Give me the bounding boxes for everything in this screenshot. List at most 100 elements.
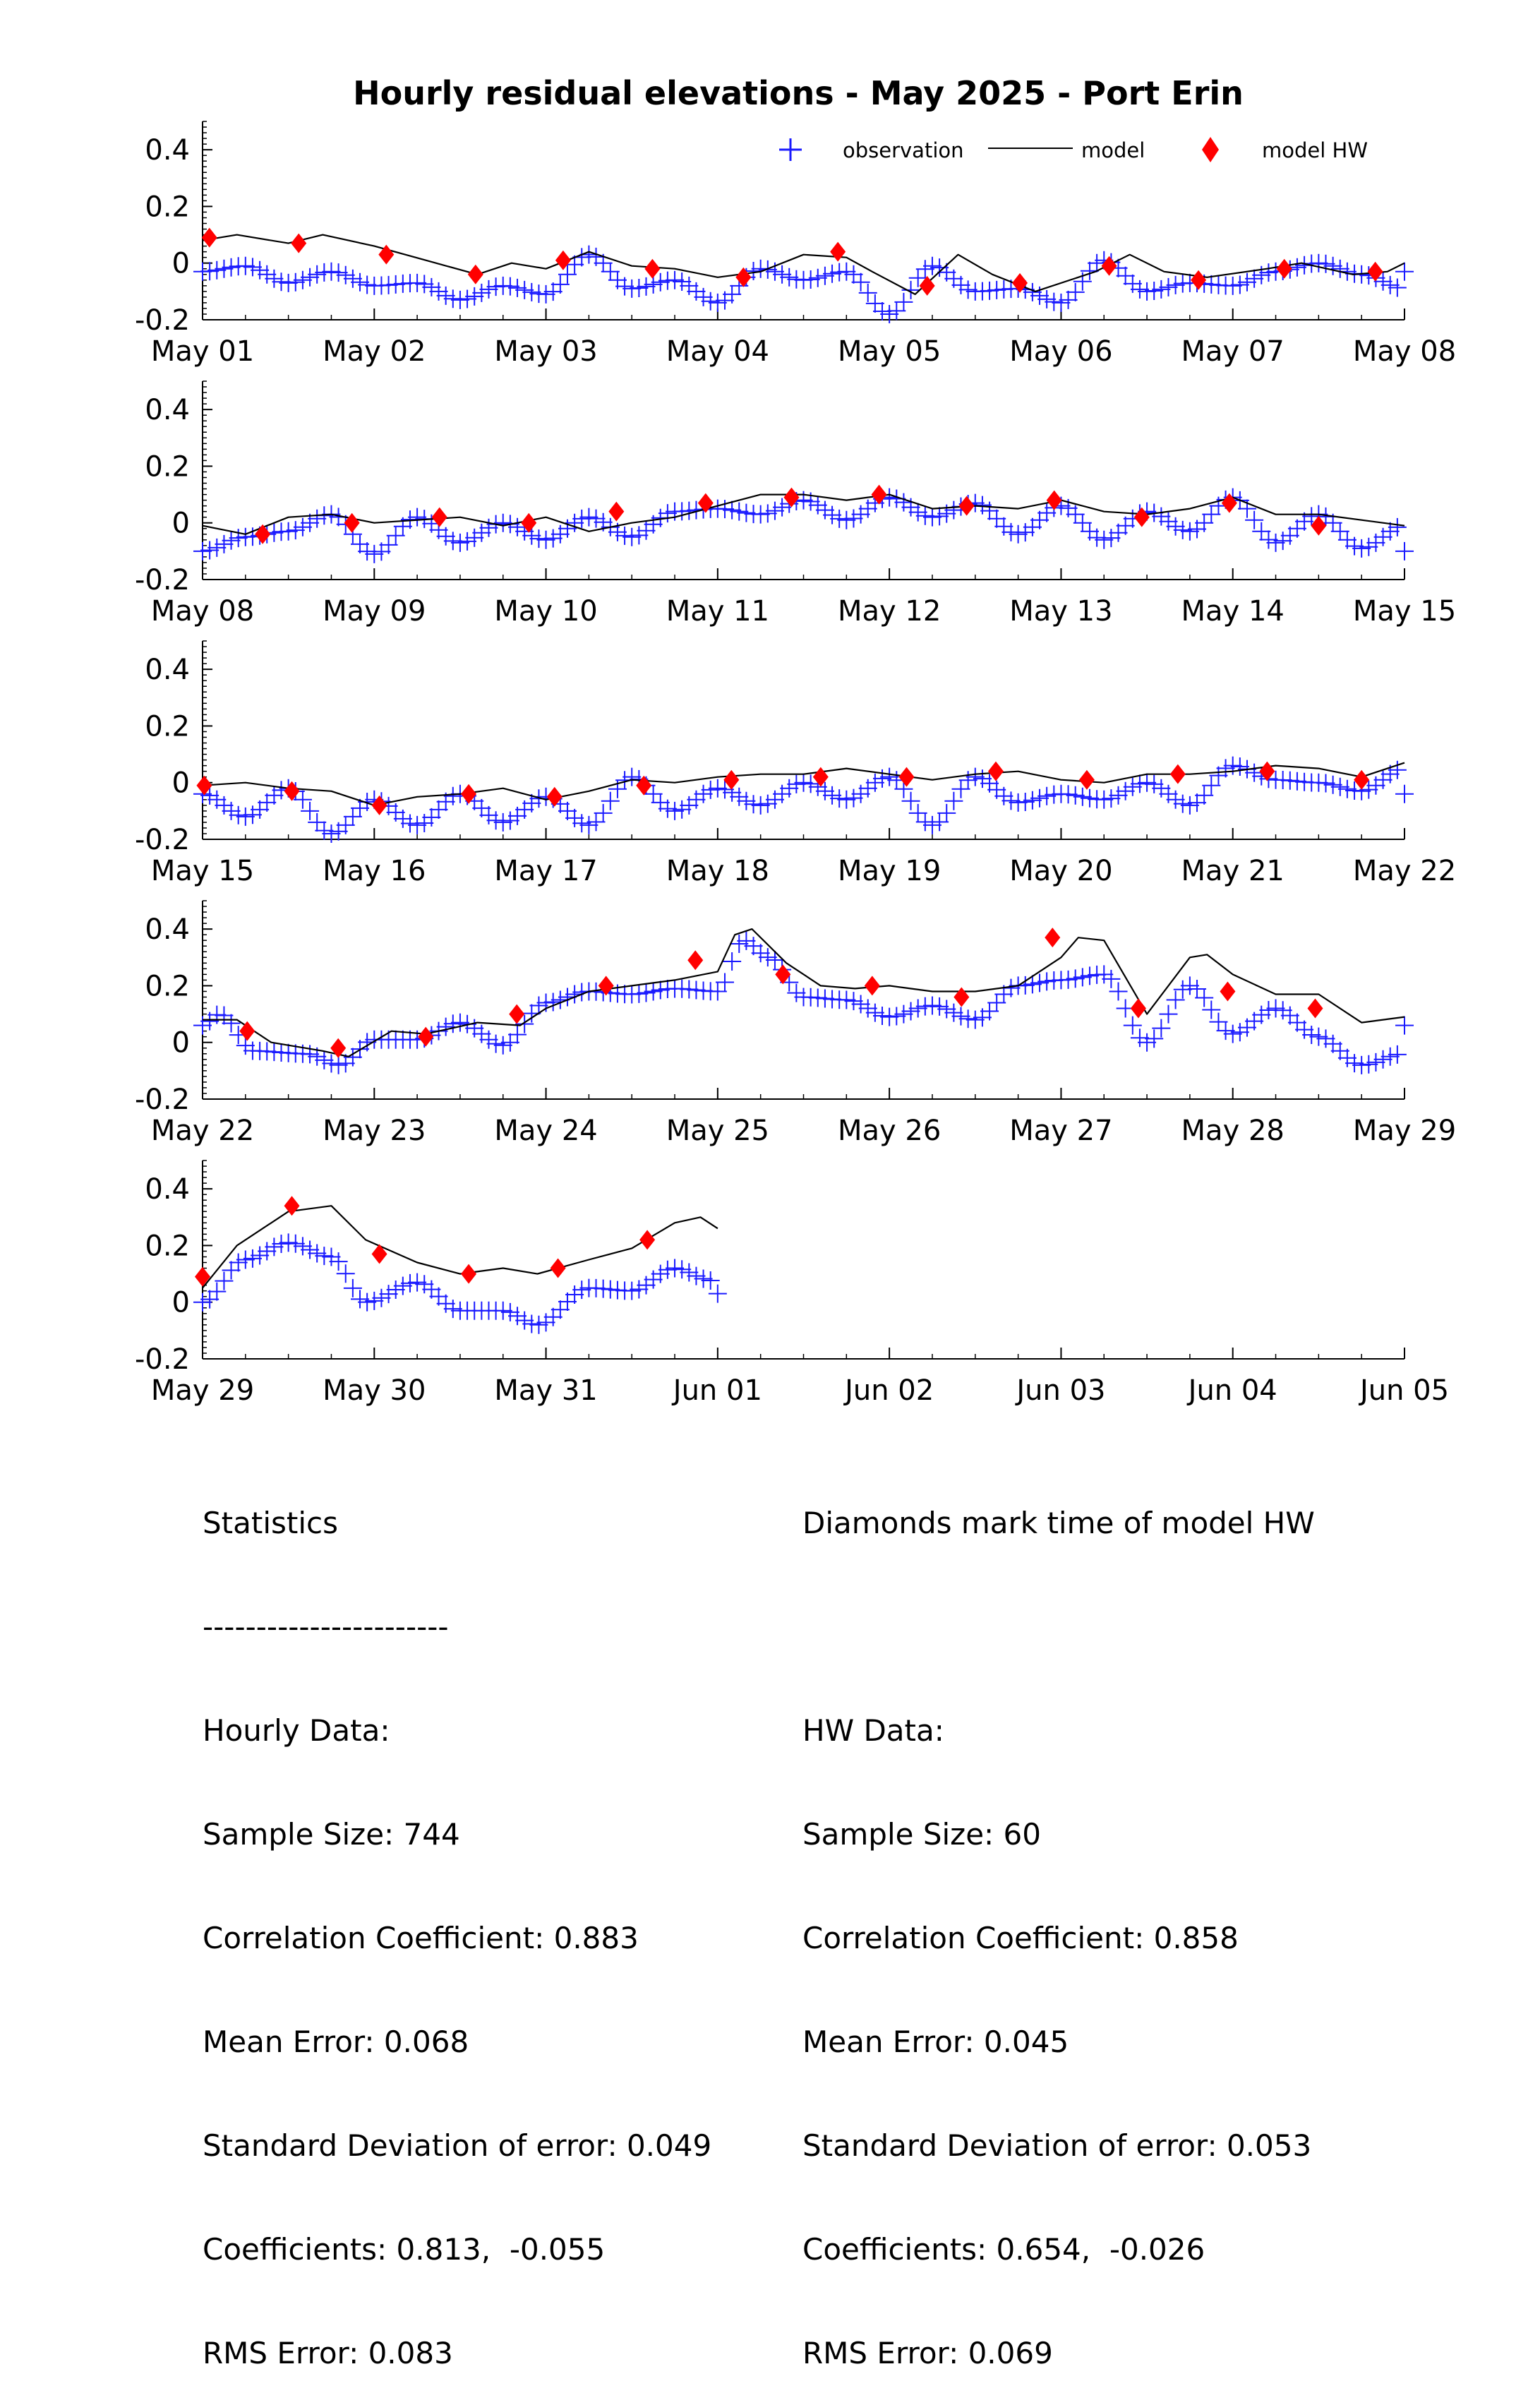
x-tick-label: May 03 [494, 335, 597, 368]
observation-marker [1180, 976, 1199, 995]
observation-marker [1309, 1027, 1328, 1046]
observation-marker [579, 815, 598, 834]
observation-marker [815, 781, 834, 800]
x-tick-label: Jun 01 [671, 1374, 762, 1407]
model-hw-marker [371, 1244, 387, 1264]
observation-marker [572, 814, 591, 833]
observation-marker [1023, 282, 1042, 301]
observation-marker [1152, 507, 1171, 526]
observation-marker [1395, 1016, 1414, 1035]
observation-marker [1323, 775, 1342, 794]
observation-marker [379, 1285, 398, 1304]
observation-marker [1359, 1055, 1378, 1074]
observation-marker [293, 270, 312, 289]
observation-marker [630, 1280, 649, 1299]
model-hw-marker [644, 258, 661, 279]
observation-marker [865, 294, 884, 313]
observation-marker [1259, 530, 1278, 549]
stats-right-section: HW Data: [802, 1713, 944, 1748]
observation-marker [908, 503, 927, 522]
panel-3: -0.2 0 0.2 0.4 May 15 May 16 May 17 May 18 May 1… [135, 640, 1456, 887]
observation-marker [630, 526, 649, 545]
observation-marker [436, 527, 455, 546]
observation-marker [901, 791, 920, 810]
observation-marker [1059, 290, 1078, 309]
observation-marker [215, 1271, 234, 1290]
observation-marker [215, 796, 234, 815]
model-hw-marker [284, 1196, 300, 1216]
observation-marker [1173, 794, 1192, 813]
observation-marker [730, 787, 749, 806]
observation-marker [258, 1242, 277, 1261]
observation-marker [1259, 263, 1278, 282]
model-hw-marker [783, 487, 800, 508]
observation-marker [393, 1276, 412, 1295]
observation-marker [1366, 533, 1385, 552]
observation-marker [1252, 522, 1271, 541]
observation-marker [958, 771, 977, 790]
stats-right-rms: RMS Error: 0.069 [802, 2336, 1053, 2370]
observation-marker [644, 784, 663, 803]
y-tick-label: 0.4 [145, 654, 190, 686]
observation-marker [351, 1290, 370, 1309]
observation-marker [944, 1003, 963, 1022]
observation-marker [301, 1240, 320, 1259]
x-tick-label: May 20 [1009, 855, 1112, 887]
observation-marker [215, 1006, 234, 1025]
observation-marker [708, 982, 727, 1001]
observation-marker [1052, 293, 1071, 312]
observation-marker [1337, 779, 1356, 798]
observation-marker [622, 767, 642, 786]
model-hw-marker [608, 501, 625, 522]
model-hw-marker [812, 767, 829, 787]
x-tick-label: May 31 [494, 1374, 597, 1407]
observation-marker [1230, 1023, 1249, 1042]
observation-marker [558, 801, 577, 820]
observation-marker [265, 269, 284, 288]
observation-marker [1123, 777, 1142, 796]
observation-marker [715, 973, 734, 992]
observation-marker [1195, 988, 1214, 1007]
x-tick-label: May 29 [151, 1374, 254, 1407]
observation-marker [1330, 522, 1349, 541]
observation-marker [758, 794, 777, 813]
model-hw-marker [330, 1038, 347, 1058]
observation-series [193, 245, 1414, 323]
observation-marker [1216, 1021, 1235, 1040]
observation-marker [386, 526, 405, 545]
observation-marker [436, 1294, 455, 1313]
observation-marker [572, 1281, 591, 1300]
model-hw-marker [1307, 998, 1323, 1019]
model-hw-marker [1367, 261, 1383, 282]
observation-marker [536, 284, 555, 304]
model-hw-marker [1354, 769, 1370, 790]
observation-marker [758, 504, 777, 523]
observation-marker [687, 980, 706, 1000]
observation-marker [322, 1247, 341, 1266]
observation-marker [622, 1281, 642, 1300]
observation-marker [229, 529, 248, 548]
observation-marker [680, 276, 699, 295]
observation-marker [615, 277, 634, 296]
observation-marker [723, 952, 742, 971]
x-tick-label: May 27 [1009, 1115, 1112, 1147]
observation-marker [687, 790, 706, 809]
observation-marker [1080, 966, 1099, 985]
observation-marker [794, 773, 813, 792]
observation-marker [1180, 796, 1199, 815]
x-tick-label: May 09 [323, 595, 426, 628]
observation-marker [458, 289, 477, 308]
observation-marker [1173, 520, 1192, 539]
observation-marker [944, 791, 963, 810]
observation-marker [873, 769, 892, 788]
y-tick-label: 0.2 [145, 450, 190, 483]
y-tick-label: 0.2 [145, 710, 190, 743]
observation-marker [1152, 779, 1171, 798]
model-hw-marker [919, 275, 935, 296]
observation-marker [500, 811, 519, 830]
observation-marker [222, 531, 241, 550]
observation-marker [1073, 787, 1092, 806]
observation-marker [844, 992, 863, 1011]
observation-marker [308, 509, 327, 528]
observation-marker [558, 265, 577, 284]
